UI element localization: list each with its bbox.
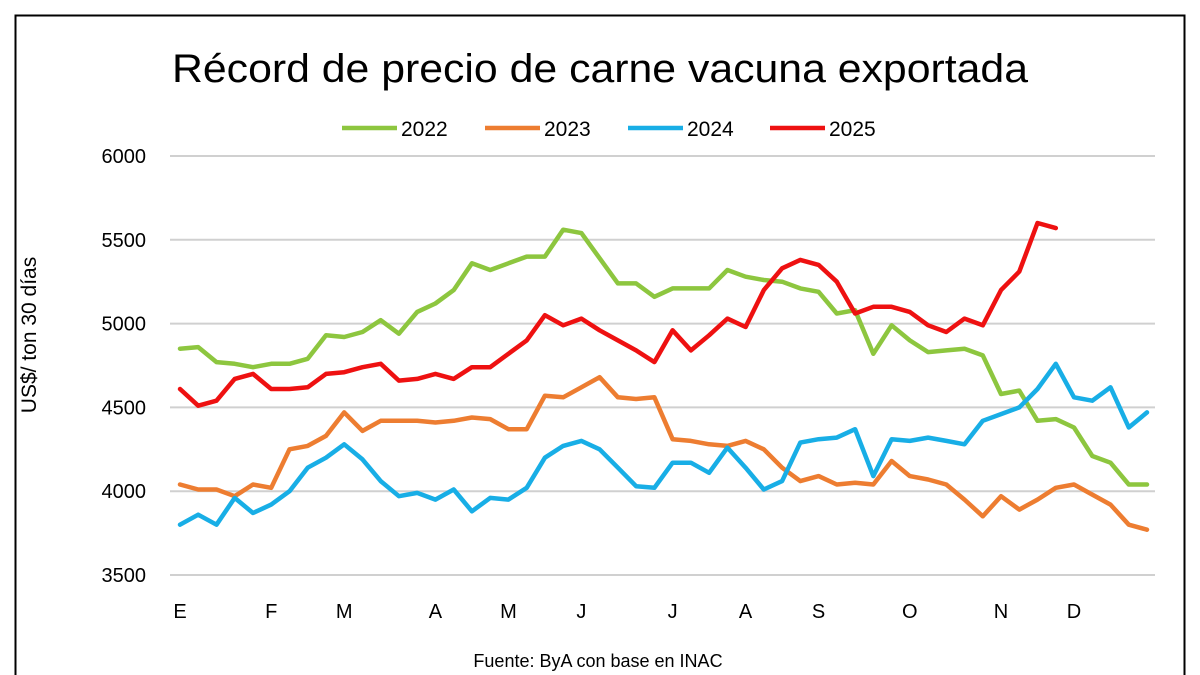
y-axis-ticks: 3500 4000 4500 5000 5500 6000 xyxy=(102,146,147,587)
y-axis-label: US$/ ton 30 días xyxy=(18,257,41,413)
y-tick-label: 6000 xyxy=(102,146,147,168)
x-tick-label: J xyxy=(576,601,586,623)
legend-item-2024: 2024 xyxy=(628,118,734,141)
legend-item-2022: 2022 xyxy=(342,118,448,141)
y-tick-label: 3500 xyxy=(102,565,147,587)
grid xyxy=(170,155,1155,576)
series-line-2024 xyxy=(177,361,1150,527)
chart-border xyxy=(14,14,1186,675)
x-tick-label: J xyxy=(668,601,678,623)
y-tick-label: 5000 xyxy=(102,314,147,336)
y-tick-label: 4000 xyxy=(102,481,147,503)
series-line-2025 xyxy=(177,220,1059,408)
x-tick-label: A xyxy=(739,601,753,623)
x-tick-label: M xyxy=(500,601,517,623)
x-tick-label: D xyxy=(1067,601,1081,623)
x-tick-label: F xyxy=(265,601,277,623)
source-note: Fuente: ByA con base en INAC xyxy=(473,651,722,671)
x-tick-label: O xyxy=(902,601,918,623)
x-tick-label: S xyxy=(812,601,825,623)
legend-label: 2023 xyxy=(544,118,591,141)
chart-title: Récord de precio de carne vacuna exporta… xyxy=(172,47,1029,91)
legend-label: 2022 xyxy=(401,118,448,141)
y-tick-label: 4500 xyxy=(102,397,147,419)
legend-label: 2024 xyxy=(687,118,734,141)
series-lines xyxy=(177,220,1150,532)
legend-item-2023: 2023 xyxy=(485,118,591,141)
series-line-2023 xyxy=(177,374,1150,532)
legend-item-2025: 2025 xyxy=(770,118,876,141)
x-tick-label: E xyxy=(173,601,186,623)
y-tick-label: 5500 xyxy=(102,230,147,252)
legend-label: 2025 xyxy=(829,118,876,141)
x-tick-label: M xyxy=(336,601,353,623)
series-line-2022 xyxy=(177,227,1150,487)
x-tick-label: N xyxy=(994,601,1008,623)
x-tick-label: A xyxy=(429,601,443,623)
legend: 2022 2023 2024 2025 xyxy=(342,118,876,141)
